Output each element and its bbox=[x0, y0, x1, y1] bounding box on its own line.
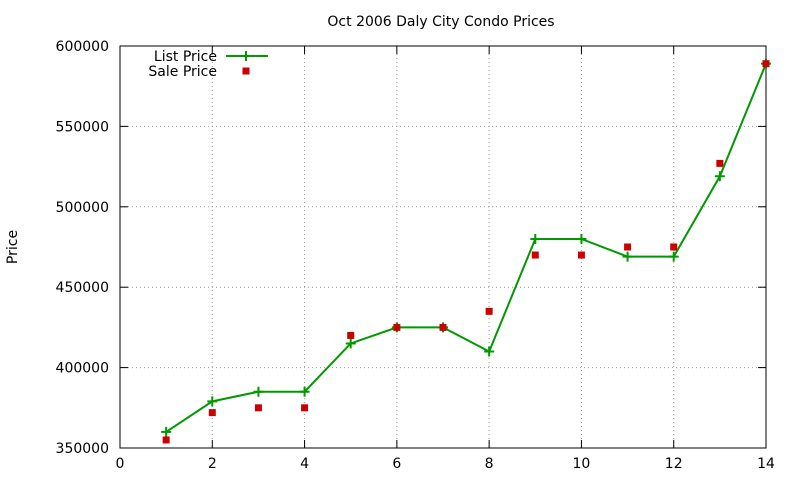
y-tick-label: 450000 bbox=[56, 280, 109, 296]
sale-price-point bbox=[716, 159, 724, 167]
list-price-point bbox=[345, 338, 356, 349]
list-price-point bbox=[484, 346, 495, 357]
list-price-point bbox=[622, 251, 633, 262]
y-tick-label: 550000 bbox=[56, 119, 109, 135]
x-tick-label: 6 bbox=[392, 456, 401, 472]
list-price-point bbox=[207, 396, 218, 407]
sale-price-point bbox=[762, 60, 770, 68]
legend-list-price-label: List Price bbox=[154, 49, 217, 65]
list-price-point bbox=[530, 233, 541, 244]
sale-price-point bbox=[301, 404, 309, 412]
legend-sale-price-square-marker bbox=[242, 67, 250, 75]
list-price-point bbox=[668, 251, 679, 262]
sale-price-point bbox=[485, 307, 493, 315]
y-tick-label: 400000 bbox=[56, 361, 109, 377]
y-tick-label: 350000 bbox=[56, 441, 109, 457]
x-tick-label: 4 bbox=[300, 456, 309, 472]
sale-price-point bbox=[254, 404, 262, 412]
sale-price-point bbox=[439, 323, 447, 331]
x-tick-label: 8 bbox=[485, 456, 494, 472]
y-tick-label: 500000 bbox=[56, 200, 109, 216]
axes: 0 2 4 6 8 10 12 14 350000 400000 450000 500000 55000… bbox=[56, 39, 775, 472]
x-tick-label: 14 bbox=[757, 456, 775, 472]
list-price-point bbox=[299, 386, 310, 397]
sale-price-point bbox=[208, 409, 216, 417]
x-tick-label: 10 bbox=[573, 456, 591, 472]
x-tick-label: 0 bbox=[116, 456, 125, 472]
sale-price-point bbox=[347, 331, 355, 339]
sale-price-point bbox=[577, 251, 585, 259]
y-axis-label: Price bbox=[5, 230, 21, 264]
sale-price-point bbox=[670, 243, 678, 251]
legend-sale-price-label: Sale Price bbox=[148, 64, 217, 80]
sale-price-point bbox=[531, 251, 539, 259]
plot-frame bbox=[119, 45, 767, 449]
x-tick-label: 12 bbox=[665, 456, 683, 472]
x-tick-label: 2 bbox=[208, 456, 217, 472]
list-price-point bbox=[576, 233, 587, 244]
legend-list-price-marker bbox=[241, 51, 251, 61]
y-tick-label: 600000 bbox=[56, 39, 109, 55]
list-price-point bbox=[714, 171, 725, 182]
list-price-line bbox=[165, 63, 767, 433]
data-series bbox=[161, 58, 771, 444]
legend-list-price-plus-marker bbox=[241, 51, 251, 61]
sale-price-point bbox=[624, 243, 632, 251]
sale-price-point bbox=[162, 436, 170, 444]
chart-title: Oct 2006 Daly City Condo Prices bbox=[327, 14, 554, 30]
list-price-point bbox=[253, 386, 264, 397]
list-price-point bbox=[161, 426, 172, 437]
sale-price-point bbox=[393, 323, 401, 331]
grid-lines bbox=[120, 46, 766, 448]
legend: List Price Sale Price bbox=[148, 49, 268, 80]
